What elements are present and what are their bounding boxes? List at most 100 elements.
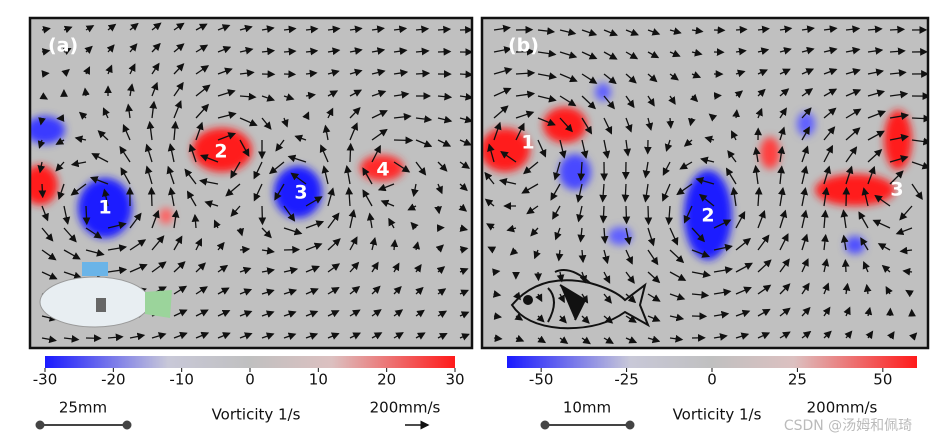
- velocity-arrow: [867, 89, 886, 98]
- velocity-arrow: [344, 165, 352, 185]
- velocity-arrow: [415, 286, 424, 296]
- velocity-arrow: [669, 313, 685, 322]
- velocity-arrow: [899, 205, 913, 221]
- velocity-arrow: [625, 28, 639, 36]
- velocity-arrow: [85, 25, 95, 33]
- velocity-arrow: [713, 219, 732, 229]
- velocity-arrow: [872, 219, 891, 229]
- velocity-arrow: [63, 335, 80, 343]
- velocity-arrow: [327, 310, 340, 318]
- velocity-arrow: [713, 243, 733, 252]
- velocity-arrow: [458, 203, 468, 212]
- velocity-arrow: [305, 242, 323, 251]
- velocity-arrow: [757, 234, 770, 251]
- velocity-arrow: [867, 68, 884, 77]
- velocity-arrow: [261, 246, 275, 255]
- velocity-arrow: [661, 183, 671, 202]
- velocity-arrow: [493, 24, 511, 33]
- velocity-arrow: [167, 143, 176, 163]
- velocity-arrow: [526, 205, 539, 215]
- colorbar-label: Vorticity 1/s: [212, 406, 301, 424]
- colorbar-tick-label: 10: [309, 371, 328, 389]
- velocity-arrow: [173, 63, 185, 75]
- velocity-arrow: [858, 211, 869, 229]
- velocity-arrow: [371, 89, 387, 98]
- velocity-arrow: [885, 286, 893, 295]
- velocity-arrow: [554, 227, 562, 241]
- velocity-arrow: [735, 262, 753, 273]
- velocity-arrow: [845, 25, 861, 34]
- colorbar-label: Vorticity 1/s: [673, 406, 762, 424]
- velocity-arrow: [902, 267, 913, 276]
- velocity-arrow: [322, 124, 331, 141]
- velocity-arrow: [82, 87, 90, 97]
- velocity-arrow: [369, 237, 378, 251]
- velocity-arrow: [290, 172, 307, 185]
- velocity-arrow: [843, 306, 851, 317]
- velocity-arrow: [149, 100, 158, 119]
- velocity-arrow: [845, 108, 862, 119]
- velocity-arrow: [757, 332, 771, 340]
- velocity-arrow: [186, 190, 197, 207]
- velocity-arrow: [515, 47, 535, 56]
- velocity-arrow: [390, 239, 399, 251]
- velocity-arrow: [195, 121, 204, 141]
- velocity-arrow: [550, 183, 561, 201]
- velocity-arrow: [752, 146, 761, 163]
- velocity-arrow: [823, 88, 838, 97]
- velocity-arrow: [823, 165, 832, 185]
- velocity-arrow: [669, 227, 679, 246]
- velocity-arrow: [283, 47, 297, 56]
- velocity-arrow: [552, 205, 561, 220]
- colorbar-tick-label: 0: [707, 371, 717, 389]
- velocity-arrow: [239, 69, 255, 78]
- velocity-arrow: [349, 68, 363, 77]
- velocity-arrow: [801, 88, 814, 97]
- velocity-arrow: [801, 306, 811, 317]
- velocity-arrow: [647, 249, 659, 266]
- velocity-arrow: [757, 47, 770, 55]
- velocity-arrow: [731, 130, 739, 141]
- velocity-arrow: [778, 186, 786, 207]
- velocity-arrow: [327, 25, 341, 34]
- velocity-arrow: [459, 289, 469, 297]
- velocity-arrow: [757, 284, 772, 295]
- velocity-arrow: [484, 198, 495, 207]
- velocity-arrow: [779, 68, 791, 76]
- velocity-arrow: [889, 90, 909, 99]
- velocity-arrow: [580, 139, 589, 159]
- velocity-arrow: [863, 283, 872, 295]
- velocity-arrow: [645, 117, 654, 131]
- velocity-arrow: [735, 25, 748, 34]
- velocity-arrow: [305, 69, 318, 78]
- velocity-arrow: [864, 306, 873, 317]
- velocity-arrow: [493, 87, 512, 97]
- velocity-arrow: [600, 227, 609, 244]
- velocity-arrow: [757, 25, 770, 34]
- velocity-arrow: [559, 336, 569, 345]
- velocity-arrow: [239, 332, 253, 340]
- velocity-arrow: [362, 189, 373, 207]
- velocity-arrow: [191, 213, 200, 229]
- velocity-arrow: [393, 286, 402, 295]
- velocity-arrow: [867, 25, 883, 34]
- velocity-arrow: [713, 288, 732, 297]
- velocity-arrow: [217, 332, 231, 340]
- velocity-arrow: [168, 187, 176, 207]
- velocity-arrow: [217, 67, 233, 75]
- velocity-arrow: [173, 22, 185, 31]
- velocity-arrow: [63, 227, 77, 243]
- velocity-arrow: [779, 47, 792, 55]
- vortex-label: 2: [214, 141, 227, 163]
- velocity-arrow: [393, 309, 404, 318]
- velocity-arrow: [393, 112, 412, 121]
- velocity-arrow: [867, 165, 876, 185]
- velocity-arrow: [459, 115, 472, 124]
- velocity-arrow: [899, 246, 913, 255]
- velocity-arrow: [349, 236, 358, 251]
- velocity-arrow: [691, 48, 703, 57]
- velocity-arrow: [346, 142, 355, 163]
- velocity-arrow: [437, 139, 452, 147]
- velocity-arrow: [823, 68, 838, 76]
- velocity-arrow: [603, 293, 612, 304]
